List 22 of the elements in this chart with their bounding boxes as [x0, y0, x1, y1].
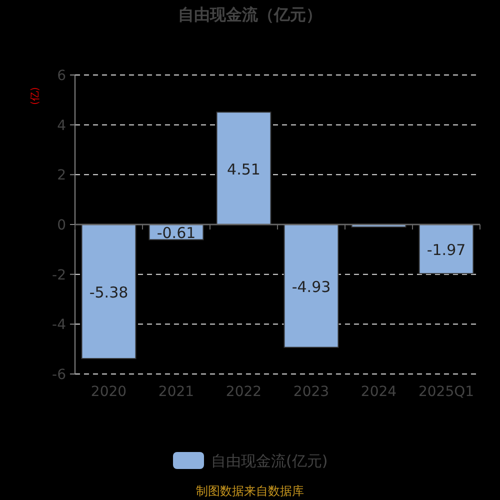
x-tick-label: 2021 — [158, 384, 194, 400]
data-label: -0.61 — [156, 224, 196, 242]
x-tick-label: 2024 — [360, 384, 397, 400]
y-tick-label: -2 — [52, 267, 66, 284]
y-tick-label: 4 — [57, 118, 66, 134]
x-tick-label: 2020 — [90, 384, 127, 400]
data-label: -1.97 — [426, 241, 466, 260]
legend-label: 自由现金流(亿元) — [211, 452, 328, 470]
data-label: 4.51 — [227, 160, 260, 178]
x-tick-label: 2023 — [293, 384, 330, 400]
y-tick-label: -6 — [52, 367, 66, 383]
x-tick-label: 2025Q1 — [418, 384, 474, 400]
chart-title: 自由现金流（亿元） — [178, 5, 322, 24]
y-tick-label: 6 — [57, 68, 66, 84]
y-tick-label: 0 — [57, 218, 66, 234]
data-label: -5.38 — [89, 284, 128, 302]
y-tick-label: -4 — [52, 317, 66, 334]
x-tick-label: 2022 — [226, 384, 262, 400]
y-axis-title: (亿) — [30, 87, 41, 105]
text: 制图数据来自数据库 — [196, 484, 304, 498]
data-label: -4.93 — [292, 278, 331, 296]
y-tick-label: 2 — [57, 168, 66, 184]
